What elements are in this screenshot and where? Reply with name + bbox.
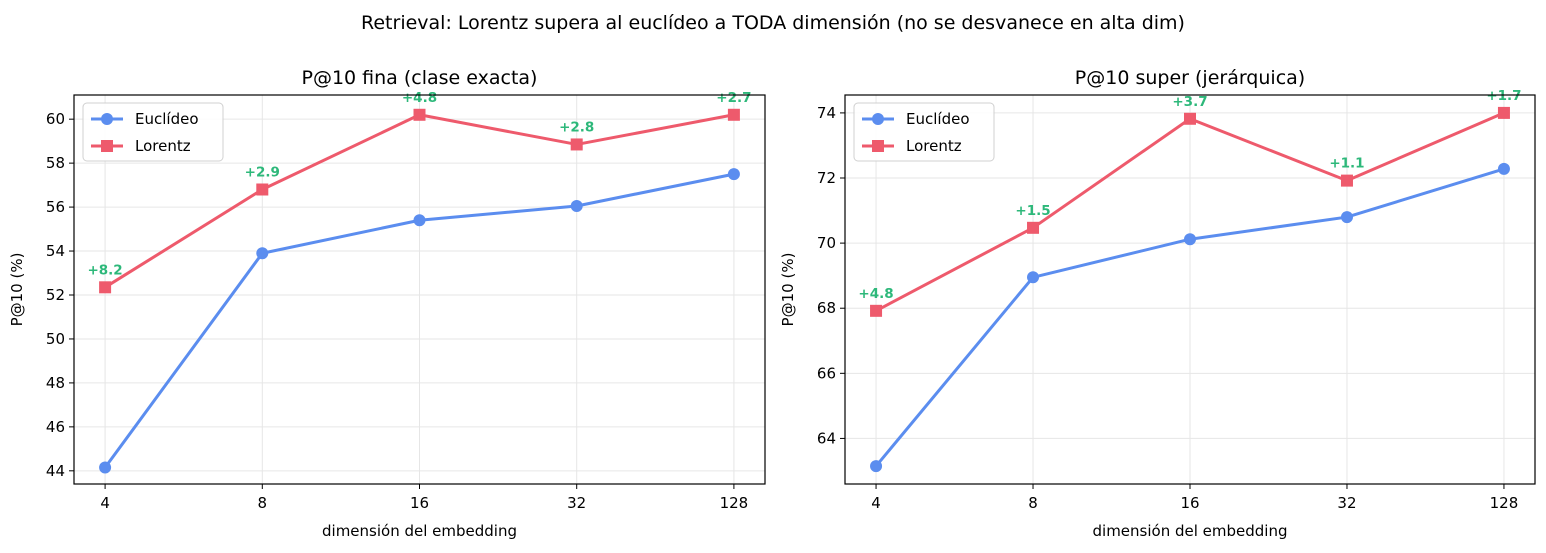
point-lorentz bbox=[870, 304, 883, 317]
y-tick-label: 72 bbox=[817, 169, 836, 187]
delta-annotation: +2.7 bbox=[716, 90, 751, 106]
x-tick-label: 32 bbox=[1337, 494, 1356, 512]
legend-label: Euclídeo bbox=[135, 110, 199, 128]
delta-annotation: +1.5 bbox=[1015, 203, 1050, 219]
point-lorentz bbox=[256, 183, 269, 196]
legend-label: Lorentz bbox=[135, 137, 191, 155]
point-lorentz bbox=[1497, 106, 1510, 119]
point-lorentz bbox=[1340, 174, 1353, 187]
point-euclídeo bbox=[256, 247, 269, 260]
panel-title: P@10 super (jerárquica) bbox=[1075, 67, 1305, 89]
point-lorentz bbox=[99, 281, 112, 294]
point-lorentz bbox=[727, 108, 740, 121]
point-lorentz bbox=[413, 108, 426, 121]
point-lorentz bbox=[1184, 112, 1196, 125]
chart-panel-1: 4 8 16 32 128444648505254565860+8.2+2.9+4.8+… bbox=[8, 67, 766, 540]
point-lorentz bbox=[1027, 221, 1040, 234]
point-euclídeo bbox=[1497, 162, 1510, 175]
point-euclídeo bbox=[570, 199, 583, 212]
y-tick-label: 64 bbox=[817, 429, 836, 447]
x-tick-label: 8 bbox=[258, 494, 268, 512]
y-tick-label: 68 bbox=[817, 299, 836, 317]
y-axis-label: P@10 (%) bbox=[8, 253, 26, 327]
x-axis-label: dimensión del embedding bbox=[322, 522, 517, 540]
delta-annotation: +2.9 bbox=[245, 165, 280, 181]
point-euclídeo bbox=[870, 460, 883, 473]
y-tick-label: 54 bbox=[46, 242, 65, 260]
y-tick-label: 60 bbox=[46, 110, 65, 128]
x-tick-label: 8 bbox=[1028, 494, 1038, 512]
x-tick-label: 4 bbox=[871, 494, 881, 512]
y-tick-label: 44 bbox=[46, 462, 65, 480]
y-tick-label: 46 bbox=[46, 418, 65, 436]
y-tick-label: 56 bbox=[46, 198, 65, 216]
x-axis-label: dimensión del embedding bbox=[1093, 522, 1288, 540]
x-tick-label: 128 bbox=[720, 494, 749, 512]
point-euclídeo bbox=[1184, 233, 1196, 246]
delta-annotation: +4.8 bbox=[402, 90, 437, 106]
point-euclídeo bbox=[1027, 271, 1040, 284]
y-tick-label: 50 bbox=[46, 330, 65, 348]
point-euclídeo bbox=[99, 461, 112, 474]
y-axis-label: P@10 (%) bbox=[779, 253, 797, 327]
y-tick-label: 66 bbox=[817, 364, 836, 382]
legend-marker bbox=[101, 140, 113, 152]
delta-annotation: +1.1 bbox=[1329, 156, 1364, 172]
x-tick-label: 128 bbox=[1490, 494, 1519, 512]
delta-annotation: +4.8 bbox=[858, 286, 893, 302]
delta-annotation: +8.2 bbox=[87, 262, 122, 278]
point-euclídeo bbox=[1340, 211, 1353, 224]
axes-frame bbox=[73, 94, 766, 485]
axes-frame bbox=[844, 94, 1536, 485]
point-euclídeo bbox=[727, 168, 740, 181]
delta-annotation: +1.7 bbox=[1486, 88, 1521, 104]
x-tick-label: 16 bbox=[1180, 494, 1199, 512]
y-tick-label: 58 bbox=[46, 154, 65, 172]
chart-panel-2: 4 8 16 32 128 64 66 68 70 72 74 +4.8 +1.5 +3.7 +1.1 +1.… bbox=[779, 67, 1536, 540]
panel-title: P@10 fina (clase exacta) bbox=[302, 67, 538, 89]
y-tick-label: 74 bbox=[817, 104, 836, 122]
delta-annotation: +2.8 bbox=[559, 119, 594, 135]
x-tick-label: 4 bbox=[100, 494, 110, 512]
point-euclídeo bbox=[413, 214, 426, 227]
figure-suptitle: Retrieval: Lorentz supera al euclídeo a … bbox=[361, 12, 1185, 34]
x-tick-label: 32 bbox=[567, 494, 586, 512]
y-tick-label: 52 bbox=[46, 286, 65, 304]
y-tick-label: 48 bbox=[46, 374, 65, 392]
x-tick-label: 16 bbox=[410, 494, 429, 512]
point-lorentz bbox=[570, 138, 583, 151]
y-tick-label: 70 bbox=[817, 234, 836, 252]
legend: Euclídeo Lorentz bbox=[82, 102, 224, 162]
legend-marker bbox=[872, 113, 884, 125]
delta-annotation: +3.7 bbox=[1172, 94, 1207, 110]
legend: Euclídeo Lorentz bbox=[853, 102, 995, 162]
legend-label: Lorentz bbox=[906, 137, 962, 155]
legend-marker bbox=[101, 113, 113, 125]
legend-marker bbox=[872, 140, 884, 152]
legend-label: Euclídeo bbox=[906, 110, 970, 128]
